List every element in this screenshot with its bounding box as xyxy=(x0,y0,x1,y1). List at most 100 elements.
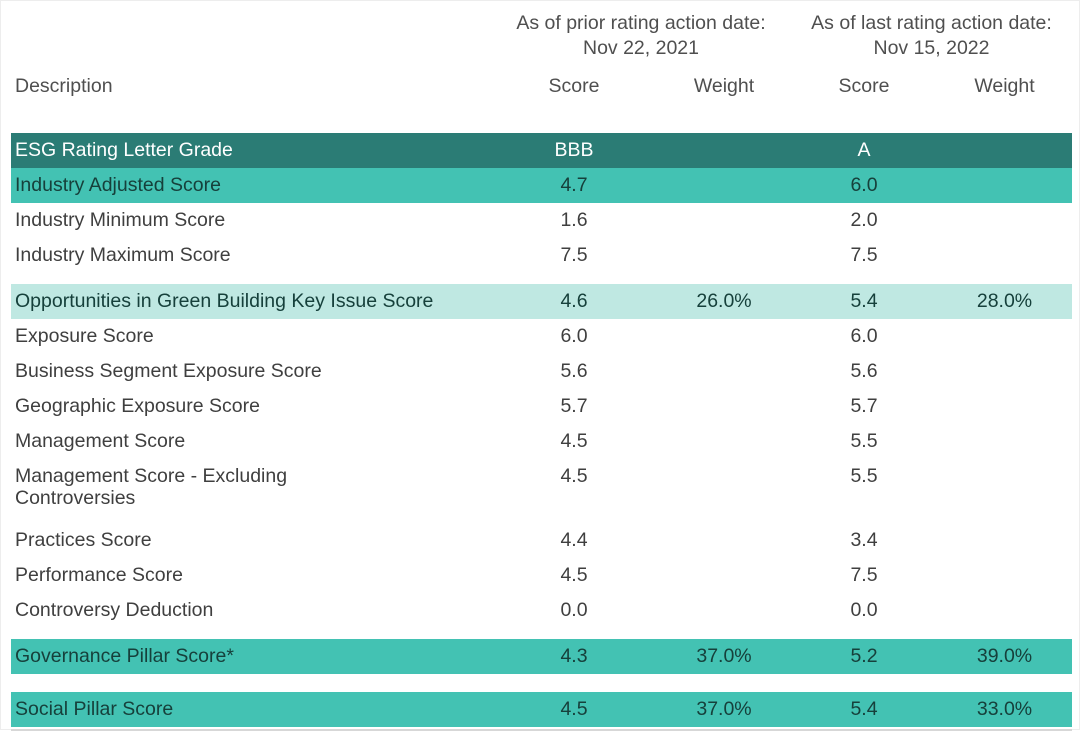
weight-last-cell xyxy=(937,424,1072,430)
score-prior-cell: 5.7 xyxy=(560,395,588,417)
weight-prior-cell xyxy=(657,354,791,360)
weight-last-cell: 28.0% xyxy=(976,290,1033,312)
weight-last-cell: 33.0% xyxy=(976,698,1033,720)
weight-prior-cell xyxy=(657,558,791,564)
score-last-cell: 5.7 xyxy=(850,395,878,417)
score-last-cell: 7.5 xyxy=(850,244,878,266)
score-prior-cell: 1.6 xyxy=(560,209,588,231)
score-prior-cell: 5.6 xyxy=(560,360,588,382)
table-row: Controversy Deduction 0.0 0.0 xyxy=(11,593,1072,628)
score-last-cell: 6.0 xyxy=(850,174,878,196)
last-group-date: Nov 15, 2022 xyxy=(873,37,990,59)
row-label: Industry Maximum Score xyxy=(15,244,231,266)
table-row: Industry Adjusted Score 4.7 6.0 xyxy=(11,168,1072,203)
score-prior-cell: 7.5 xyxy=(560,244,588,266)
score-prior-cell: 4.3 xyxy=(560,645,588,667)
weight-last-cell xyxy=(937,203,1072,209)
weight-prior-cell xyxy=(657,319,791,325)
row-label: Performance Score xyxy=(15,564,183,586)
weight-prior-cell xyxy=(657,593,791,599)
row-label: Industry Minimum Score xyxy=(15,209,226,231)
weight-prior-cell xyxy=(657,523,791,529)
weight-last-cell xyxy=(937,133,1072,139)
table-row: Practices Score 4.4 3.4 xyxy=(11,523,1072,558)
score-last-cell: 3.4 xyxy=(850,529,878,551)
weight-last-cell xyxy=(937,238,1072,244)
weight-last-cell xyxy=(937,459,1072,465)
score-prior-cell: 4.5 xyxy=(560,430,588,452)
row-label: Management Score xyxy=(15,430,186,452)
score-prior-cell: 4.5 xyxy=(560,564,588,586)
row-label: Industry Adjusted Score xyxy=(15,174,221,196)
table-row: Governance Pillar Score* 4.3 37.0% 5.2 39.0% xyxy=(11,639,1072,674)
score-prior-cell: 6.0 xyxy=(560,325,588,347)
table-row: Industry Maximum Score 7.5 7.5 xyxy=(11,238,1072,273)
weight-last-cell xyxy=(937,319,1072,325)
table-row: Industry Minimum Score 1.6 2.0 xyxy=(11,203,1072,238)
weight-prior-cell xyxy=(657,203,791,209)
score-last-cell: 0.0 xyxy=(850,599,878,621)
score-last-cell: 5.4 xyxy=(850,698,878,720)
weight-last-cell xyxy=(937,558,1072,564)
weight-prior-cell xyxy=(657,424,791,430)
score-last-cell: 5.4 xyxy=(850,290,878,312)
row-label: Social Pillar Score xyxy=(15,698,174,720)
weight-last-cell xyxy=(937,354,1072,360)
score-prior-cell: 4.4 xyxy=(560,529,588,551)
weight-last-column-header: Weight xyxy=(974,75,1035,97)
column-group-prior: As of prior rating action date: Nov 22, … xyxy=(491,11,791,61)
table-column-headers: Description Score Weight Score Weight xyxy=(11,67,1072,97)
weight-last-cell xyxy=(937,389,1072,395)
score-last-cell: 5.2 xyxy=(850,645,878,667)
score-prior-cell: 4.6 xyxy=(560,290,588,312)
weight-prior-column-header: Weight xyxy=(693,75,755,97)
score-last-cell: 2.0 xyxy=(850,209,878,231)
row-label: Practices Score xyxy=(15,529,152,551)
score-last-cell: 5.6 xyxy=(850,360,878,382)
table-row: Management Score - Excluding Controversi… xyxy=(11,459,1072,523)
score-prior-cell: 0.0 xyxy=(560,599,588,621)
row-label: Geographic Exposure Score xyxy=(15,395,260,417)
last-group-title: As of last rating action date: xyxy=(811,12,1052,34)
table-row: Social Pillar Score 4.5 37.0% 5.4 33.0% xyxy=(11,692,1072,727)
table-header-groups: As of prior rating action date: Nov 22, … xyxy=(11,1,1072,61)
table-row: Performance Score 4.5 7.5 xyxy=(11,558,1072,593)
row-label: Management Score - Excluding Controversi… xyxy=(15,465,288,509)
weight-last-cell xyxy=(937,168,1072,174)
score-last-cell: A xyxy=(857,139,871,161)
description-column-header: Description xyxy=(15,75,113,97)
score-last-column-header: Score xyxy=(838,75,890,97)
score-last-cell: 5.5 xyxy=(850,430,878,452)
column-group-last: As of last rating action date: Nov 15, 2… xyxy=(791,11,1072,61)
table-row: Management Score 4.5 5.5 xyxy=(11,424,1072,459)
row-label: Controversy Deduction xyxy=(15,599,214,621)
row-label: ESG Rating Letter Grade xyxy=(15,139,233,161)
row-label: Governance Pillar Score* xyxy=(15,645,234,667)
weight-last-cell xyxy=(937,523,1072,529)
score-prior-cell: BBB xyxy=(554,139,594,161)
weight-last-cell xyxy=(937,593,1072,599)
row-label: Exposure Score xyxy=(15,325,154,347)
weight-prior-cell: 26.0% xyxy=(696,290,752,312)
table-body: ESG Rating Letter Grade BBB A Industry Adju… xyxy=(1,133,1079,727)
prior-group-title: As of prior rating action date: xyxy=(516,12,766,34)
prior-group-date: Nov 22, 2021 xyxy=(582,37,699,59)
score-last-cell: 7.5 xyxy=(850,564,878,586)
score-last-cell: 5.5 xyxy=(850,465,878,487)
score-prior-cell: 4.5 xyxy=(560,698,588,720)
weight-prior-cell xyxy=(657,459,791,465)
score-prior-cell: 4.5 xyxy=(560,465,588,487)
weight-prior-cell xyxy=(657,133,791,139)
row-label: Business Segment Exposure Score xyxy=(15,360,322,382)
row-label: Opportunities in Green Building Key Issu… xyxy=(15,290,434,312)
weight-prior-cell xyxy=(657,389,791,395)
score-last-cell: 6.0 xyxy=(850,325,878,347)
table-row: ESG Rating Letter Grade BBB A xyxy=(11,133,1072,168)
table-row: Geographic Exposure Score 5.7 5.7 xyxy=(11,389,1072,424)
weight-prior-cell xyxy=(657,168,791,174)
score-prior-column-header: Score xyxy=(548,75,600,97)
table-row: Opportunities in Green Building Key Issu… xyxy=(11,284,1072,319)
table-row: Business Segment Exposure Score 5.6 5.6 xyxy=(11,354,1072,389)
table-row: Exposure Score 6.0 6.0 xyxy=(11,319,1072,354)
